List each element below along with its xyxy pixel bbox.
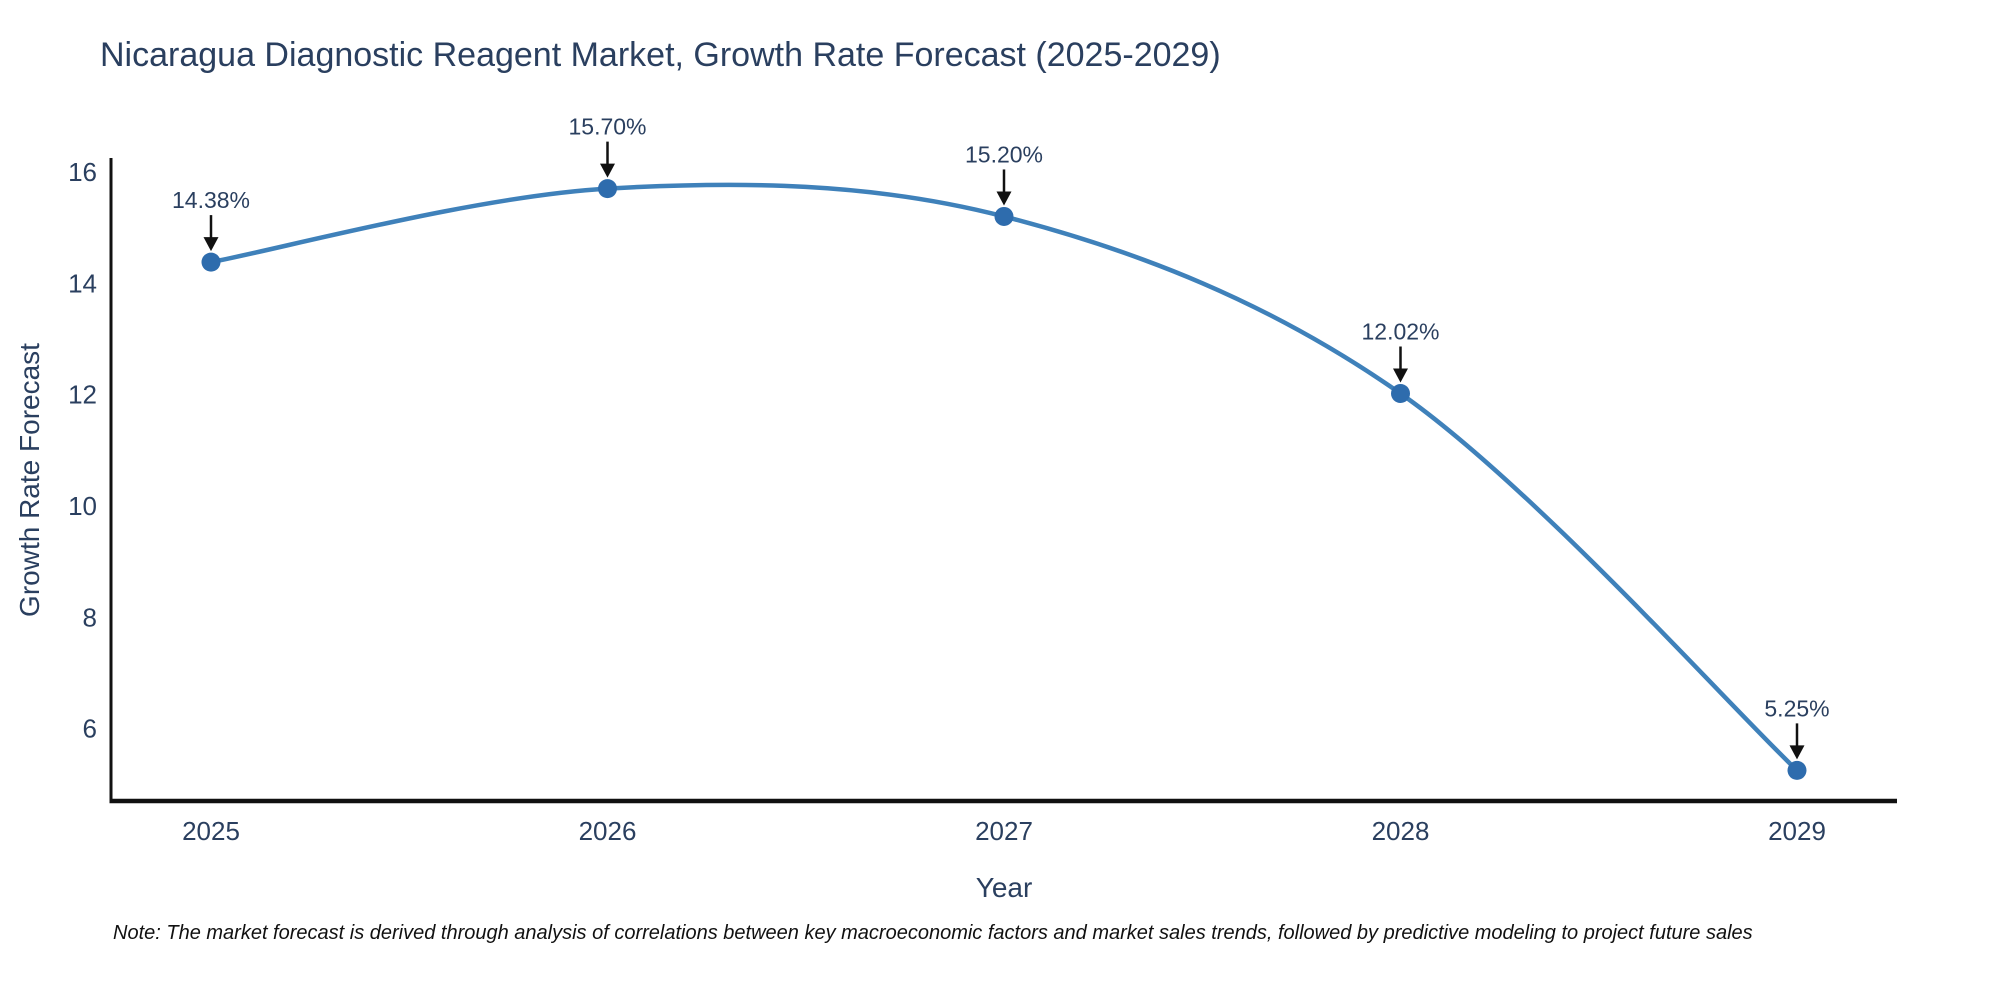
data-point-label: 14.38% bbox=[172, 187, 250, 213]
annotation-arrowhead-icon bbox=[996, 191, 1012, 206]
data-point-marker[interactable] bbox=[1391, 383, 1410, 403]
y-tick-label: 6 bbox=[83, 714, 97, 744]
chart-title: Nicaragua Diagnostic Reagent Market, Gro… bbox=[100, 36, 1221, 74]
x-tick-label: 2026 bbox=[579, 816, 637, 846]
annotation-arrowhead-icon bbox=[203, 237, 219, 252]
x-tick-label: 2025 bbox=[182, 816, 240, 846]
x-tick-label: 2027 bbox=[975, 816, 1033, 846]
footnote: Note: The market forecast is derived thr… bbox=[113, 922, 1753, 944]
y-tick-label: 10 bbox=[68, 491, 97, 521]
data-point-label: 5.25% bbox=[1764, 695, 1829, 721]
y-tick-label: 14 bbox=[68, 268, 97, 298]
annotation-arrowhead-icon bbox=[1789, 745, 1805, 760]
data-point-marker[interactable] bbox=[201, 252, 221, 272]
forecast-line bbox=[208, 182, 1800, 773]
x-tick-label: 2029 bbox=[1768, 816, 1826, 846]
data-point-marker[interactable] bbox=[598, 179, 617, 199]
data-point-label: 12.02% bbox=[1361, 318, 1439, 344]
annotation-arrowhead-icon bbox=[1393, 368, 1408, 383]
data-point-marker[interactable] bbox=[994, 206, 1014, 226]
data-point-label: 15.70% bbox=[568, 114, 646, 140]
data-point-marker[interactable] bbox=[1787, 760, 1807, 780]
annotation-arrowhead-icon bbox=[600, 163, 615, 178]
y-tick-label: 8 bbox=[83, 602, 97, 632]
data-point-label: 15.20% bbox=[965, 141, 1043, 167]
x-tick-label: 2028 bbox=[1372, 816, 1430, 846]
x-axis-title: Year bbox=[975, 872, 1033, 903]
y-tick-label: 12 bbox=[68, 380, 97, 410]
y-tick-label: 16 bbox=[68, 157, 97, 187]
